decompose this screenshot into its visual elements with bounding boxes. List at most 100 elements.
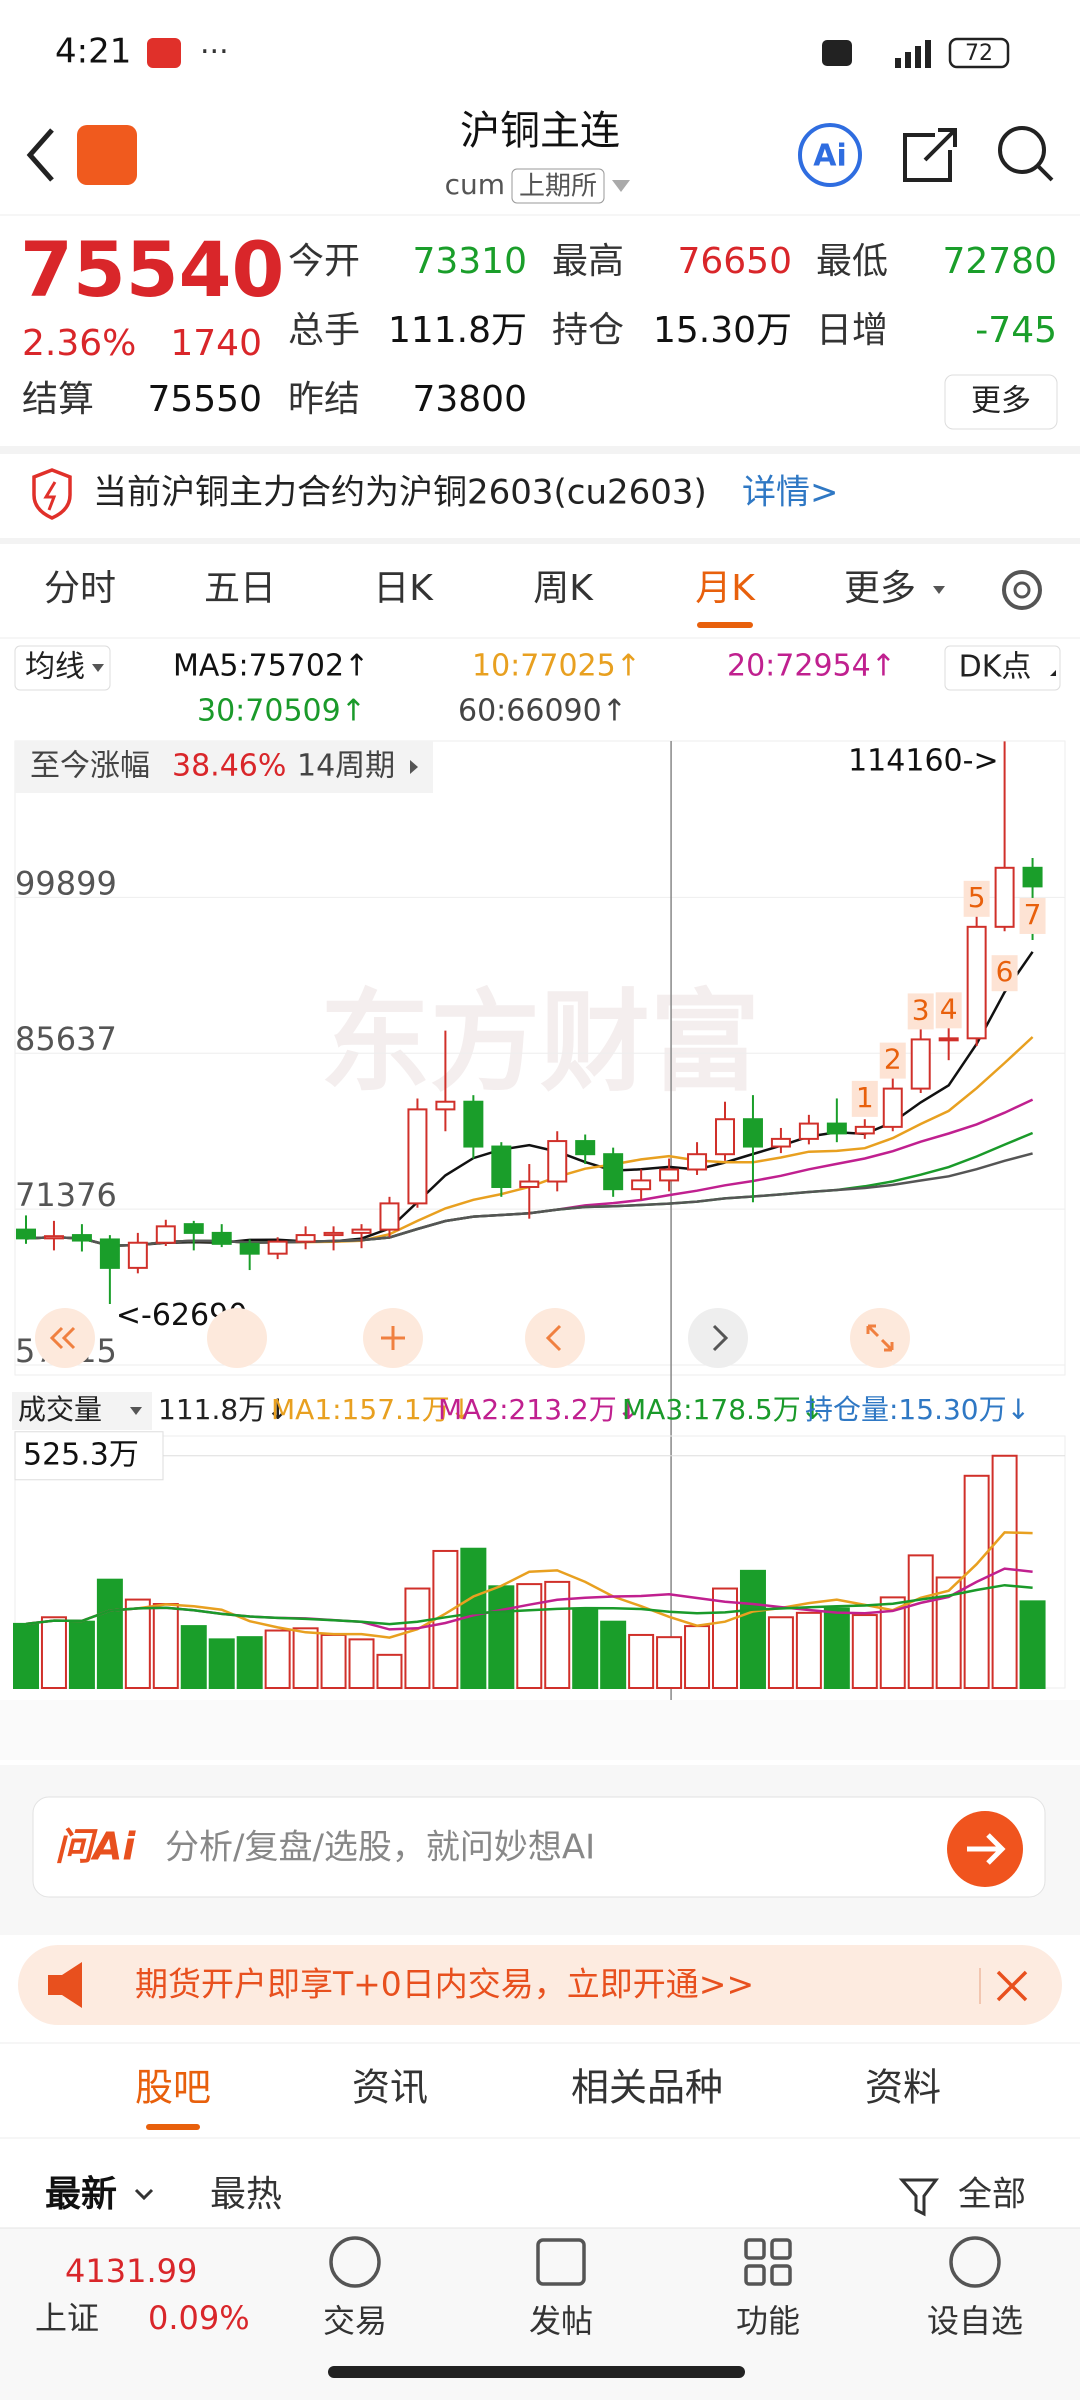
volume-bar <box>851 1614 878 1689</box>
prev-settle-label: 昨结 <box>288 379 360 420</box>
count-label: 7 <box>1024 898 1042 931</box>
nav-item[interactable]: 功能 <box>736 2302 800 2340</box>
candle-body <box>16 1228 36 1240</box>
banner-text: 期货开户即享T+0日内交易，立即开通>> <box>135 1965 754 2004</box>
field-value: 73310 <box>412 241 527 282</box>
tab[interactable]: 日K <box>373 568 434 609</box>
notice-link[interactable]: 详情> <box>742 473 839 513</box>
logo <box>77 125 137 185</box>
dk-box[interactable] <box>944 645 1061 691</box>
signal <box>895 40 931 68</box>
ctrl-expand[interactable] <box>850 1308 910 1368</box>
settings[interactable] <box>1002 570 1042 610</box>
nav-item[interactable]: 交易 <box>323 2302 387 2340</box>
search-icon[interactable] <box>998 126 1046 174</box>
vol-legend: 持仓量:15.30万↓ <box>805 1393 1030 1426</box>
watermark: 东方财富 <box>320 978 760 1106</box>
prev-settle-value: 73800 <box>412 379 527 420</box>
dk-label: DK点 <box>959 650 1032 685</box>
nav-item[interactable]: 发帖 <box>529 2302 593 2340</box>
ma-legend: 10:77025↑ <box>472 649 641 684</box>
candle-body <box>994 866 1015 928</box>
sub-latest[interactable]: 最新 <box>45 2174 117 2215</box>
volume-bar <box>600 1620 627 1689</box>
candle-body <box>547 1140 568 1183</box>
vol-box[interactable] <box>12 1392 152 1430</box>
candle-body <box>687 1153 708 1171</box>
index-value[interactable]: 4131.99 <box>65 2252 197 2290</box>
volume-bar <box>488 1585 515 1690</box>
candle-body <box>631 1179 652 1191</box>
field-value: -745 <box>975 310 1057 351</box>
sub-filter[interactable]: 全部 <box>958 2175 1026 2215</box>
candle-body <box>491 1145 512 1188</box>
section-tab[interactable]: 资料 <box>865 2066 941 2110</box>
share[interactable] <box>903 128 957 182</box>
section-tab[interactable]: 相关品种 <box>571 2066 723 2110</box>
volume-bar <box>823 1607 850 1689</box>
battery <box>948 37 1010 69</box>
range-pct: 38.46% <box>172 749 286 784</box>
ma-button-box[interactable] <box>14 645 111 691</box>
ctrl-prev[interactable] <box>525 1308 585 1368</box>
tab[interactable]: 月K <box>695 568 756 609</box>
ai-button[interactable] <box>798 123 862 187</box>
y-tick-label: 85637 <box>15 1020 117 1058</box>
section-tab[interactable]: 资讯 <box>352 2066 428 2110</box>
ctrl-next[interactable] <box>688 1308 748 1368</box>
field-label: 最高 <box>552 241 624 282</box>
arrow <box>410 760 418 774</box>
candle-body <box>99 1238 120 1269</box>
count-box <box>851 1080 878 1117</box>
bolt <box>43 481 57 511</box>
index-name: 上证 <box>35 2299 99 2337</box>
price: 75540 <box>20 225 284 314</box>
back[interactable] <box>26 128 54 182</box>
volume-bar <box>712 1587 738 1690</box>
tab[interactable]: 周K <box>533 568 594 609</box>
time: 4:21 <box>55 32 131 72</box>
tab[interactable]: 更多 <box>844 568 916 609</box>
band <box>0 538 1080 544</box>
candle-body <box>211 1231 232 1245</box>
min-label: <-62690 <box>116 1298 247 1333</box>
field-value: 76650 <box>677 241 792 282</box>
candle-body <box>435 1100 456 1111</box>
section-tab[interactable]: 股吧 <box>135 2066 211 2110</box>
sub-hot[interactable]: 最热 <box>210 2174 282 2215</box>
exchange[interactable]: 上期所 <box>519 172 597 202</box>
candle-body <box>910 1038 931 1090</box>
count-label: 4 <box>940 992 958 1025</box>
candle-body <box>882 1087 903 1128</box>
settle-value: 75550 <box>147 379 262 420</box>
banner[interactable] <box>18 1945 1062 2025</box>
more-button[interactable] <box>944 374 1058 430</box>
candle-body <box>43 1235 64 1240</box>
search-box[interactable] <box>32 1796 1046 1898</box>
volume-bar <box>907 1554 934 1689</box>
candle-body <box>155 1225 176 1244</box>
control-glyphs <box>49 1324 894 1352</box>
dropdown <box>130 1407 142 1415</box>
battery-level: 72 <box>965 41 993 66</box>
close-banner[interactable] <box>996 1970 1028 2002</box>
range-period: 14周期 <box>297 749 395 784</box>
dropdown <box>92 664 104 672</box>
search-handle <box>1036 164 1054 182</box>
tab[interactable]: 分时 <box>44 568 116 609</box>
range-text: 至今涨幅 <box>30 749 150 784</box>
band <box>0 446 1080 454</box>
field-value: 15.30万 <box>653 310 792 351</box>
nav-item[interactable]: 设自选 <box>927 2302 1023 2340</box>
filter-icon <box>898 2178 939 2217</box>
tab[interactable]: 五日 <box>204 568 276 609</box>
ma-legend: 60:66090↑ <box>458 694 627 729</box>
ctrl-minus[interactable] <box>207 1308 267 1368</box>
ma-legend: 20:72954↑ <box>727 649 896 684</box>
home-indicator <box>328 2366 745 2378</box>
x-axis-band <box>0 1700 1080 1760</box>
volume-bar <box>376 1653 403 1690</box>
field-value: 111.8万 <box>388 310 527 351</box>
volume-bar <box>152 1603 179 1689</box>
